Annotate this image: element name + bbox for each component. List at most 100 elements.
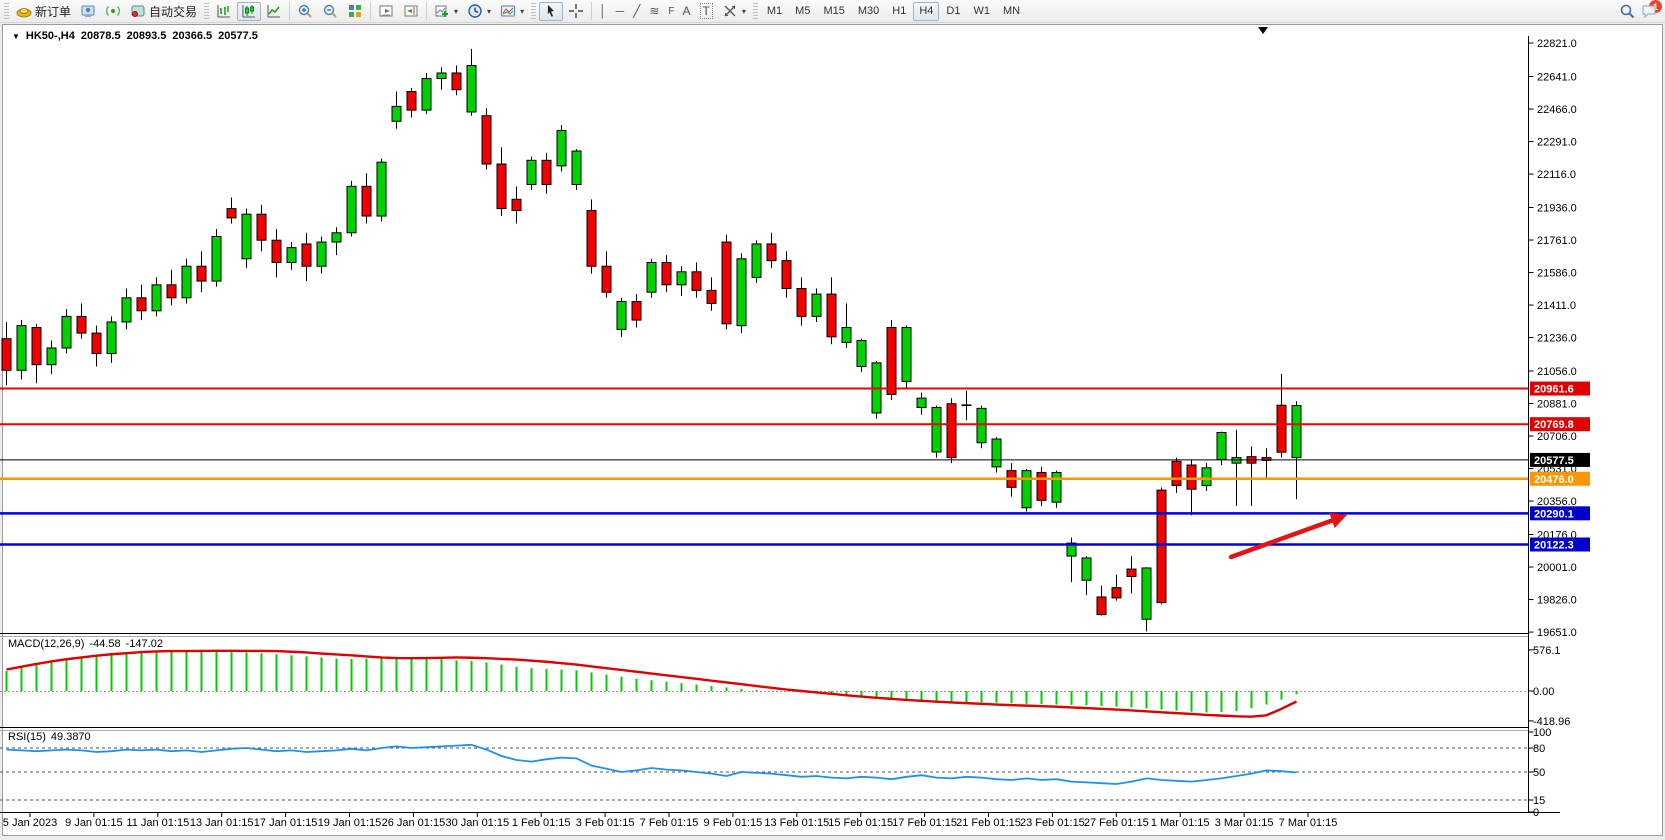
channel-icon: ≋ bbox=[649, 4, 660, 18]
ohlc-close: 20577.5 bbox=[218, 30, 258, 42]
metaeditor-button[interactable] bbox=[76, 2, 100, 21]
tile-windows-icon bbox=[347, 3, 363, 19]
svg-text:17 Jan 01:15: 17 Jan 01:15 bbox=[254, 817, 318, 829]
bar-chart-button[interactable] bbox=[212, 2, 236, 21]
horizontal-line-tool[interactable]: ─ bbox=[612, 2, 629, 21]
svg-text:27 Feb 01:15: 27 Feb 01:15 bbox=[1084, 817, 1149, 829]
svg-text:20290.1: 20290.1 bbox=[1534, 508, 1574, 520]
timeframe-d1[interactable]: D1 bbox=[940, 2, 966, 21]
candlestick-chart-button[interactable] bbox=[237, 1, 262, 21]
chart-window bbox=[2, 24, 1663, 836]
metaeditor-icon bbox=[80, 3, 96, 19]
svg-text:21761.0: 21761.0 bbox=[1537, 235, 1577, 247]
svg-text:0: 0 bbox=[1533, 807, 1539, 819]
text-label-tool[interactable]: T bbox=[696, 2, 717, 21]
search-icon[interactable] bbox=[1619, 3, 1635, 19]
line-chart-icon bbox=[266, 3, 282, 19]
trendline-icon: ╱ bbox=[633, 4, 641, 18]
svg-text:20706.0: 20706.0 bbox=[1537, 431, 1577, 443]
timeframe-h1[interactable]: H1 bbox=[886, 2, 912, 21]
svg-text:20476.0: 20476.0 bbox=[1534, 474, 1574, 486]
chat-notification-icon[interactable]: 1 bbox=[1641, 0, 1663, 19]
svg-text:22116.0: 22116.0 bbox=[1537, 169, 1576, 181]
timeframe-h4[interactable]: H4 bbox=[913, 1, 940, 21]
svg-text:22821.0: 22821.0 bbox=[1537, 38, 1577, 50]
toolbar-grip[interactable] bbox=[531, 3, 537, 19]
svg-text:22466.0: 22466.0 bbox=[1537, 104, 1577, 116]
svg-text:20961.6: 20961.6 bbox=[1534, 384, 1574, 396]
rsi-label: RSI(15) 49.3870 bbox=[8, 731, 91, 743]
autotrading-icon bbox=[130, 3, 146, 19]
auto-scroll-icon bbox=[378, 3, 394, 19]
symbol-dropdown-icon[interactable]: ▼ bbox=[12, 31, 20, 41]
svg-text:0.00: 0.00 bbox=[1533, 686, 1554, 698]
ohlc-open: 20878.5 bbox=[80, 30, 121, 42]
timeframe-m5[interactable]: M5 bbox=[789, 2, 816, 21]
equidistant-channel-tool[interactable]: ≋ bbox=[645, 2, 663, 21]
fibonacci-icon: F bbox=[668, 5, 674, 17]
template-icon bbox=[500, 3, 516, 19]
clock-icon bbox=[467, 3, 483, 19]
crosshair-button[interactable] bbox=[564, 2, 588, 21]
dropdown-arrow-icon: ▾ bbox=[520, 6, 525, 16]
svg-text:11 Jan 01:15: 11 Jan 01:15 bbox=[126, 817, 189, 829]
trendline-tool[interactable]: ╱ bbox=[629, 2, 644, 21]
svg-text:7 Mar 01:15: 7 Mar 01:15 bbox=[1279, 817, 1338, 829]
timeframe-m30[interactable]: M30 bbox=[852, 2, 885, 21]
signals-button[interactable] bbox=[101, 2, 125, 21]
vertical-line-tool[interactable]: │ bbox=[595, 2, 611, 21]
svg-text:19 Jan 01:15: 19 Jan 01:15 bbox=[318, 817, 382, 829]
tile-windows-button[interactable] bbox=[343, 2, 367, 21]
crosshair-icon bbox=[568, 3, 584, 19]
text-tool[interactable]: A bbox=[679, 2, 695, 21]
templates-button[interactable]: ▾ bbox=[496, 2, 528, 21]
svg-text:576.1: 576.1 bbox=[1533, 645, 1561, 657]
toolbar-grip[interactable] bbox=[752, 3, 758, 19]
text-label-icon: T bbox=[699, 3, 713, 19]
svg-text:3 Feb 01:15: 3 Feb 01:15 bbox=[576, 817, 635, 829]
signal-icon bbox=[105, 3, 121, 19]
zoom-in-button[interactable] bbox=[293, 2, 317, 21]
vertical-line-icon: │ bbox=[599, 4, 607, 18]
svg-text:20122.3: 20122.3 bbox=[1534, 539, 1574, 551]
svg-text:22291.0: 22291.0 bbox=[1537, 137, 1577, 149]
svg-text:21411.0: 21411.0 bbox=[1537, 300, 1576, 312]
new-order-label: 新订单 bbox=[35, 4, 72, 19]
svg-text:26 Jan 01:15: 26 Jan 01:15 bbox=[382, 817, 446, 829]
svg-text:22641.0: 22641.0 bbox=[1537, 72, 1577, 84]
toolbar-grip[interactable] bbox=[204, 3, 210, 19]
cursor-button[interactable] bbox=[539, 1, 564, 21]
zoom-out-button[interactable] bbox=[318, 2, 342, 21]
periods-button[interactable]: ▾ bbox=[463, 2, 495, 21]
ohlc-high: 20893.5 bbox=[126, 30, 167, 42]
new-order-icon bbox=[16, 3, 32, 19]
svg-text:15 Feb 01:15: 15 Feb 01:15 bbox=[828, 817, 893, 829]
svg-text:100: 100 bbox=[1533, 727, 1551, 739]
svg-text:21236.0: 21236.0 bbox=[1537, 333, 1577, 345]
timeframe-mn[interactable]: MN bbox=[997, 2, 1026, 21]
autotrading-button[interactable]: 自动交易 bbox=[126, 2, 201, 21]
indicators-button[interactable]: ▾ bbox=[430, 2, 462, 21]
macd-name: MACD(12,26,9) bbox=[8, 638, 85, 650]
text-icon: A bbox=[682, 4, 691, 18]
arrows-tool[interactable]: ▾ bbox=[718, 2, 750, 21]
arrows-icon bbox=[722, 3, 738, 19]
timeframe-m1[interactable]: M1 bbox=[761, 2, 788, 21]
svg-text:80: 80 bbox=[1533, 743, 1545, 755]
line-chart-button[interactable] bbox=[262, 2, 286, 21]
toolbar-grip[interactable] bbox=[4, 3, 9, 19]
svg-text:9 Jan 01:15: 9 Jan 01:15 bbox=[65, 817, 123, 829]
svg-text:30 Jan 01:15: 30 Jan 01:15 bbox=[445, 817, 509, 829]
svg-text:21056.0: 21056.0 bbox=[1537, 366, 1577, 378]
rsi-value: 49.3870 bbox=[50, 731, 91, 743]
rsi-name: RSI(15) bbox=[8, 731, 46, 743]
svg-text:13 Jan 01:15: 13 Jan 01:15 bbox=[190, 817, 254, 829]
timeframe-m15[interactable]: M15 bbox=[817, 2, 850, 21]
auto-scroll-button[interactable] bbox=[374, 2, 398, 21]
macd-main-value: -44.58 bbox=[89, 638, 121, 650]
chart-shift-button[interactable] bbox=[399, 2, 423, 21]
timeframe-w1[interactable]: W1 bbox=[967, 2, 996, 21]
fibonacci-tool[interactable]: F bbox=[664, 2, 677, 21]
new-order-button[interactable]: 新订单 bbox=[12, 2, 75, 21]
